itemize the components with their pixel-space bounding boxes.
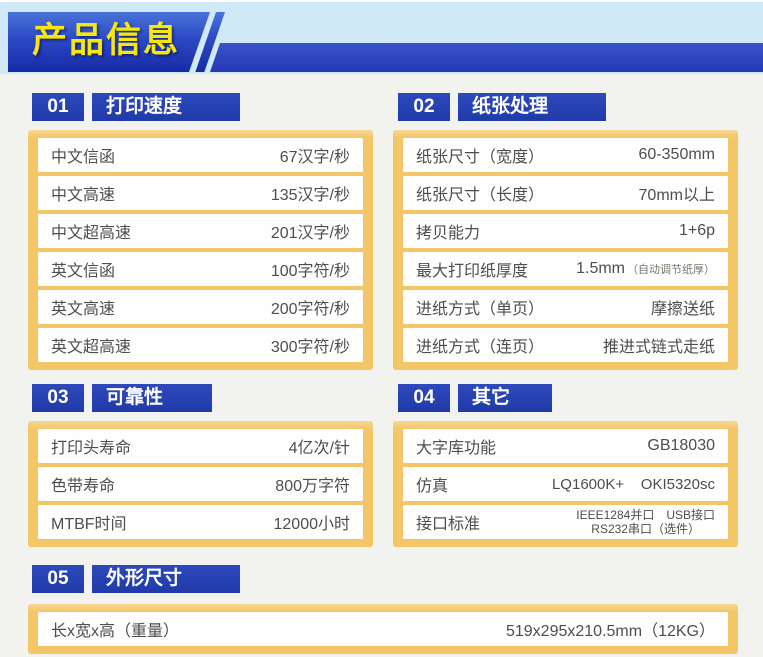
spec-row: 最大打印纸厚度 1.5mm （自动调节纸厚） [403, 252, 728, 286]
section-title-other: 其它 [458, 384, 552, 412]
spec-value-line: IEEE1284并口 USB接口 [576, 508, 715, 522]
spec-label: 大字库功能 [416, 440, 497, 457]
spec-value: 800万字符 [275, 478, 350, 495]
spec-table-dimensions: 长x宽x高（重量） 519x295x210.5mm（12KG） [28, 604, 738, 654]
spec-label: 最大打印纸厚度 [416, 263, 529, 280]
spec-value-group: LQ1600K+ OKI5320sc [552, 476, 715, 493]
spec-value-note: （自动调节纸厚） [627, 264, 715, 276]
spec-label: 英文超高速 [51, 339, 132, 356]
spec-label: 英文高速 [51, 301, 116, 318]
spec-label: 色带寿命 [51, 478, 116, 495]
spec-label: 打印头寿命 [51, 440, 132, 457]
spec-label: 进纸方式（单页） [416, 301, 545, 318]
section-number-badge: 05 [32, 565, 84, 593]
section-number-badge: 02 [398, 93, 450, 121]
spec-value-group: GB18030 [647, 437, 715, 455]
section-title-paper-handling: 纸张处理 [458, 93, 606, 121]
spec-value: 摩擦送纸 [650, 301, 715, 318]
spec-row: 纸张尺寸（宽度） 60-350mm [403, 138, 728, 172]
spec-value: 519x295x210.5mm（12KG） [505, 623, 715, 640]
spec-row: 英文高速 200字符/秒 [38, 290, 363, 324]
spec-row: 进纸方式（单页） 摩擦送纸 [403, 290, 728, 324]
spec-label: 长x宽x高（重量） [51, 623, 180, 640]
spec-value-group: 60-350mm [639, 146, 715, 164]
spec-label: 仿真 [416, 478, 449, 495]
spec-row: 进纸方式（连页） 推进式链式走纸 [403, 328, 728, 362]
spec-label: 中文高速 [51, 187, 116, 204]
spec-value-group: 67汉字/秒 [280, 143, 350, 167]
spec-value-group: 1+6p [679, 222, 715, 240]
spec-value: 67汉字/秒 [279, 149, 350, 166]
spec-row: 中文高速 135汉字/秒 [38, 176, 363, 210]
spec-label: MTBF时间 [51, 516, 127, 533]
spec-table-print-speed: 中文信函 67汉字/秒中文高速 135汉字/秒中文超高速 201汉字/秒英文信函 100… [28, 130, 373, 370]
spec-value-group: 1.5mm （自动调节纸厚） [576, 260, 715, 278]
spec-row: 英文信函 100字符/秒 [38, 252, 363, 286]
spec-value: 201汉字/秒 [270, 225, 350, 242]
spec-value-line: RS232串口（选件） [591, 522, 700, 536]
spec-value: 推进式链式走纸 [602, 339, 715, 356]
spec-label: 进纸方式（连页） [416, 339, 545, 356]
spec-table-paper-handling: 纸张尺寸（宽度） 60-350mm 纸张尺寸（长度） 70mm以上拷贝能力 1+6p 最大… [393, 130, 738, 370]
spec-row: 中文超高速 201汉字/秒 [38, 214, 363, 248]
spec-value: LQ1600K+ OKI5320sc [551, 475, 715, 493]
spec-value-group: 519x295x210.5mm（12KG） [506, 617, 715, 641]
section-number-badge: 03 [32, 384, 84, 412]
spec-row: 纸张尺寸（长度） 70mm以上 [403, 176, 728, 210]
spec-value-group: 201汉字/秒 [271, 219, 350, 243]
spec-value-multiline: IEEE1284并口 USB接口 RS232串口（选件） [576, 508, 715, 536]
spec-row: MTBF时间 12000小时 [38, 505, 363, 539]
spec-table-reliability: 打印头寿命 4亿次/针色带寿命 800万字符 MTBF时间 12000小时 [28, 421, 373, 547]
spec-value-group: 300字符/秒 [271, 333, 350, 357]
spec-value-group: 推进式链式走纸 [603, 333, 715, 357]
section-title-print-speed: 打印速度 [92, 93, 240, 121]
spec-value-group: 135汉字/秒 [271, 181, 350, 205]
section-title-reliability: 可靠性 [92, 384, 212, 412]
spec-row: 拷贝能力 1+6p [403, 214, 728, 248]
spec-value-group: 100字符/秒 [271, 257, 350, 281]
spec-row: 长x宽x高（重量） 519x295x210.5mm（12KG） [38, 612, 728, 646]
spec-value-group: 12000小时 [274, 510, 351, 534]
spec-value: 1.5mm [576, 260, 625, 277]
spec-label: 拷贝能力 [416, 225, 481, 242]
spec-value: 4亿次/针 [288, 440, 350, 457]
spec-value-group: 摩擦送纸 [651, 295, 715, 319]
spec-value-group: 4亿次/针 [289, 434, 350, 458]
spec-value-group: 200字符/秒 [271, 295, 350, 319]
spec-value-group: 70mm以上 [639, 181, 715, 205]
spec-value: 70mm以上 [638, 187, 715, 204]
page-title: 产品信息 [32, 21, 181, 60]
spec-row: 仿真 LQ1600K+ OKI5320sc [403, 467, 728, 501]
spec-row: 打印头寿命 4亿次/针 [38, 429, 363, 463]
spec-row: 中文信函 67汉字/秒 [38, 138, 363, 172]
section-title-dimensions: 外形尺寸 [92, 565, 240, 593]
spec-row: 大字库功能 GB18030 [403, 429, 728, 463]
spec-value: 60-350mm [638, 146, 715, 163]
spec-label: 纸张尺寸（长度） [416, 187, 545, 204]
spec-label: 中文超高速 [51, 225, 132, 242]
spec-value: 100字符/秒 [270, 263, 350, 280]
spec-label: 中文信函 [51, 149, 116, 166]
spec-value: 12000小时 [273, 516, 351, 533]
spec-row: 英文超高速 300字符/秒 [38, 328, 363, 362]
spec-row: 接口标准 IEEE1284并口 USB接口 RS232串口（选件） [403, 505, 728, 539]
spec-label: 英文信函 [51, 263, 116, 280]
spec-value: 200字符/秒 [270, 301, 350, 318]
spec-table-other: 大字库功能 GB18030 仿真 LQ1600K+ OKI5320sc 接口标准 IEEE… [393, 421, 738, 547]
spec-value: 135汉字/秒 [270, 187, 350, 204]
spec-value-group: 800万字符 [275, 472, 350, 496]
spec-label: 纸张尺寸（宽度） [416, 149, 545, 166]
spec-label: 接口标准 [416, 516, 481, 533]
section-number-badge: 04 [398, 384, 450, 412]
spec-row: 色带寿命 800万字符 [38, 467, 363, 501]
spec-value: GB18030 [647, 437, 715, 454]
banner-extension-bar [210, 43, 763, 72]
spec-value: 300字符/秒 [270, 339, 350, 356]
section-number-badge: 01 [32, 93, 84, 121]
top-white-strip [0, 0, 763, 2]
page-title-banner: 产品信息 [8, 12, 210, 72]
spec-value: 1+6p [678, 222, 715, 239]
